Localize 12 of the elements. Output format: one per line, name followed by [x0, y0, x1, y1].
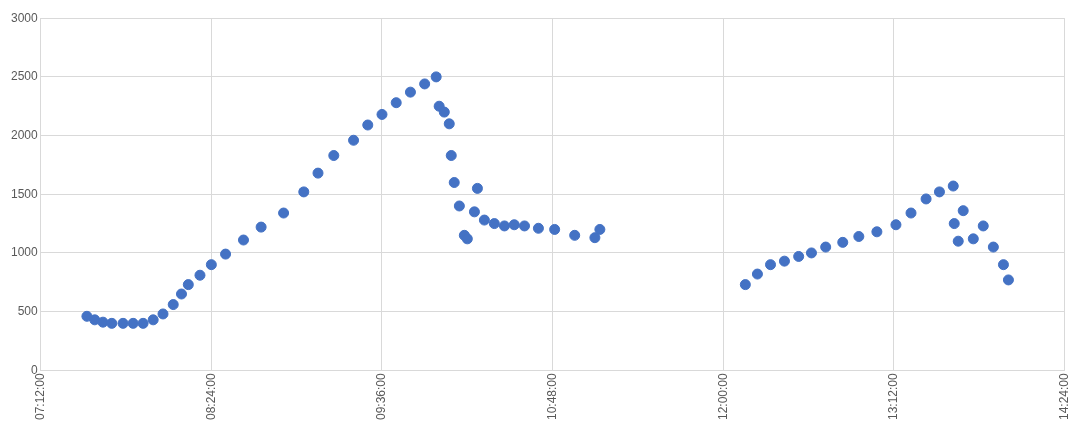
y-tick-label: 1500: [10, 186, 39, 201]
x-tick-label: 14:24:00: [1056, 372, 1071, 421]
x-tick-label: 09:36:00: [374, 372, 389, 421]
x-tick-label: 13:12:00: [886, 372, 901, 421]
y-tick-label: 500: [17, 303, 39, 318]
y-tick-label: 2000: [10, 127, 39, 142]
x-tick-label: 12:00:00: [715, 372, 730, 421]
y-tick-label: 2500: [10, 69, 39, 84]
y-tick-label: 3000: [10, 10, 39, 25]
y-tick-label: 1000: [10, 245, 39, 260]
x-tick-label: 10:48:00: [544, 372, 559, 421]
x-tick-label: 08:24:00: [203, 372, 218, 421]
